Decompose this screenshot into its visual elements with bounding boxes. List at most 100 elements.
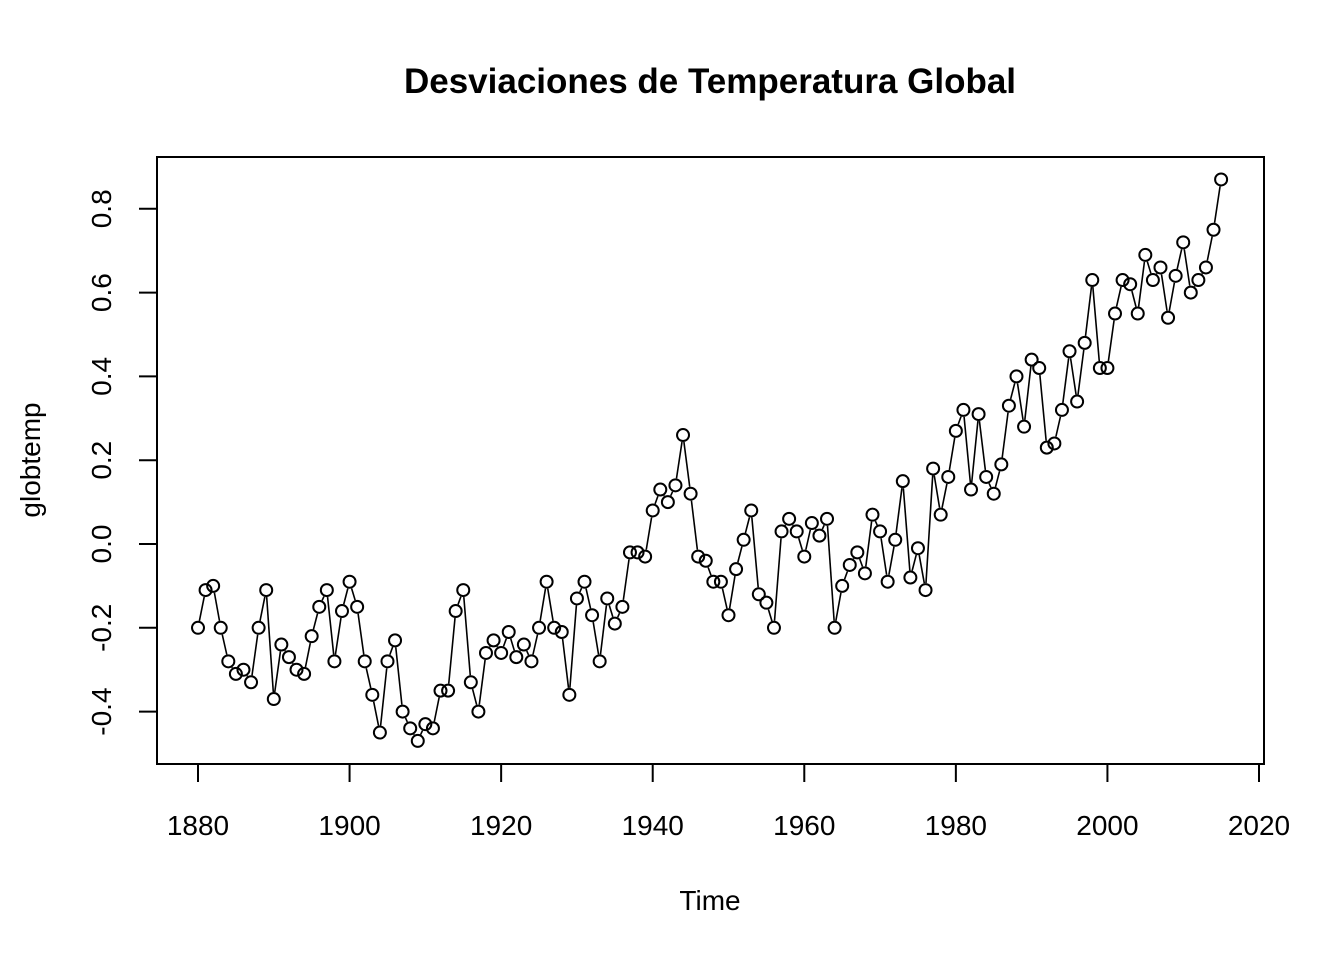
data-point xyxy=(691,549,706,564)
data-point xyxy=(1039,440,1054,455)
data-point xyxy=(956,402,971,417)
data-point xyxy=(842,557,857,572)
series-segment xyxy=(419,730,424,735)
data-point xyxy=(403,721,418,736)
data-point xyxy=(1153,260,1168,275)
data-point xyxy=(463,675,478,690)
data-point xyxy=(979,469,994,484)
y-axis: -0.4 -0.2 0.0 0.2 0.4 0.6 0.8 xyxy=(86,189,158,736)
data-point xyxy=(334,604,349,619)
series-segment xyxy=(379,668,388,726)
data-point xyxy=(797,549,812,564)
data-point xyxy=(1085,273,1100,288)
data-point xyxy=(948,423,963,438)
data-point xyxy=(221,654,236,669)
data-point xyxy=(850,545,865,560)
y-tick-label: 0.4 xyxy=(86,357,117,396)
series-segment xyxy=(1168,282,1176,311)
series-segment xyxy=(447,617,456,684)
series-segment xyxy=(895,487,903,533)
data-point xyxy=(676,428,691,443)
data-point xyxy=(1047,436,1062,451)
data-point xyxy=(281,650,296,665)
data-point xyxy=(782,511,797,526)
data-point xyxy=(607,616,622,631)
series-segment xyxy=(608,604,614,618)
series-segment xyxy=(918,554,926,584)
data-point xyxy=(372,725,387,740)
data-point xyxy=(244,675,259,690)
series-segment xyxy=(1084,286,1093,337)
series-segment xyxy=(1137,261,1146,307)
series-segment xyxy=(821,524,825,530)
data-series xyxy=(191,172,1229,748)
series-segment xyxy=(1131,290,1137,307)
series-segment xyxy=(265,597,275,693)
series-segment xyxy=(592,622,600,655)
series-segment xyxy=(888,546,895,575)
series-segment xyxy=(767,609,773,622)
data-point xyxy=(683,486,698,501)
data-point xyxy=(532,620,547,635)
data-point xyxy=(1054,402,1069,417)
x-tick-label: 2000 xyxy=(1076,810,1138,841)
data-point xyxy=(289,662,304,677)
data-point xyxy=(1198,260,1213,275)
series-segment xyxy=(805,529,812,550)
series-segment xyxy=(404,717,409,723)
series-segment xyxy=(1077,349,1085,395)
data-point xyxy=(350,599,365,614)
series-segment xyxy=(532,634,539,655)
y-tick-label: 0.6 xyxy=(86,273,117,312)
data-point xyxy=(918,583,933,598)
data-point xyxy=(888,532,903,547)
series-segment xyxy=(880,538,888,575)
data-point xyxy=(554,624,569,639)
series-segment xyxy=(925,475,934,584)
y-tick-label: 0.0 xyxy=(86,525,117,564)
series-segment xyxy=(622,559,630,601)
data-point xyxy=(1214,172,1229,187)
data-point xyxy=(1009,369,1024,384)
y-tick-label: 0.8 xyxy=(86,189,117,228)
data-point xyxy=(804,516,819,531)
series-segment xyxy=(579,587,583,593)
series-segment xyxy=(826,525,835,621)
data-point xyxy=(615,599,630,614)
series-segment xyxy=(1092,286,1101,362)
data-point xyxy=(706,574,721,589)
data-point xyxy=(622,545,637,560)
data-point xyxy=(1191,273,1206,288)
y-axis-label: globtemp xyxy=(15,402,46,517)
data-point xyxy=(198,583,213,598)
series-segment xyxy=(994,470,1001,488)
series-segment xyxy=(526,650,530,656)
series-segment xyxy=(978,420,987,471)
data-point xyxy=(327,654,342,669)
series-segment xyxy=(933,475,941,508)
data-point xyxy=(1062,344,1077,359)
data-point xyxy=(380,654,395,669)
data-point xyxy=(547,620,562,635)
series-segment xyxy=(221,634,228,655)
series-segment xyxy=(744,517,751,534)
series-segment xyxy=(902,488,911,571)
data-point xyxy=(213,620,228,635)
data-point xyxy=(1123,277,1138,292)
series-segment xyxy=(357,613,365,655)
data-point xyxy=(971,407,986,422)
data-point xyxy=(857,566,872,581)
data-point xyxy=(865,507,880,522)
x-tick-label: 1980 xyxy=(925,810,987,841)
data-point xyxy=(1024,352,1039,367)
data-point xyxy=(304,629,319,644)
data-point xyxy=(418,717,433,732)
series-segment xyxy=(198,596,205,622)
series-segment xyxy=(970,420,979,483)
data-point xyxy=(456,583,471,598)
x-tick-label: 1880 xyxy=(167,810,229,841)
series-segment xyxy=(843,571,849,580)
data-point xyxy=(585,608,600,623)
series-segment xyxy=(721,588,728,609)
